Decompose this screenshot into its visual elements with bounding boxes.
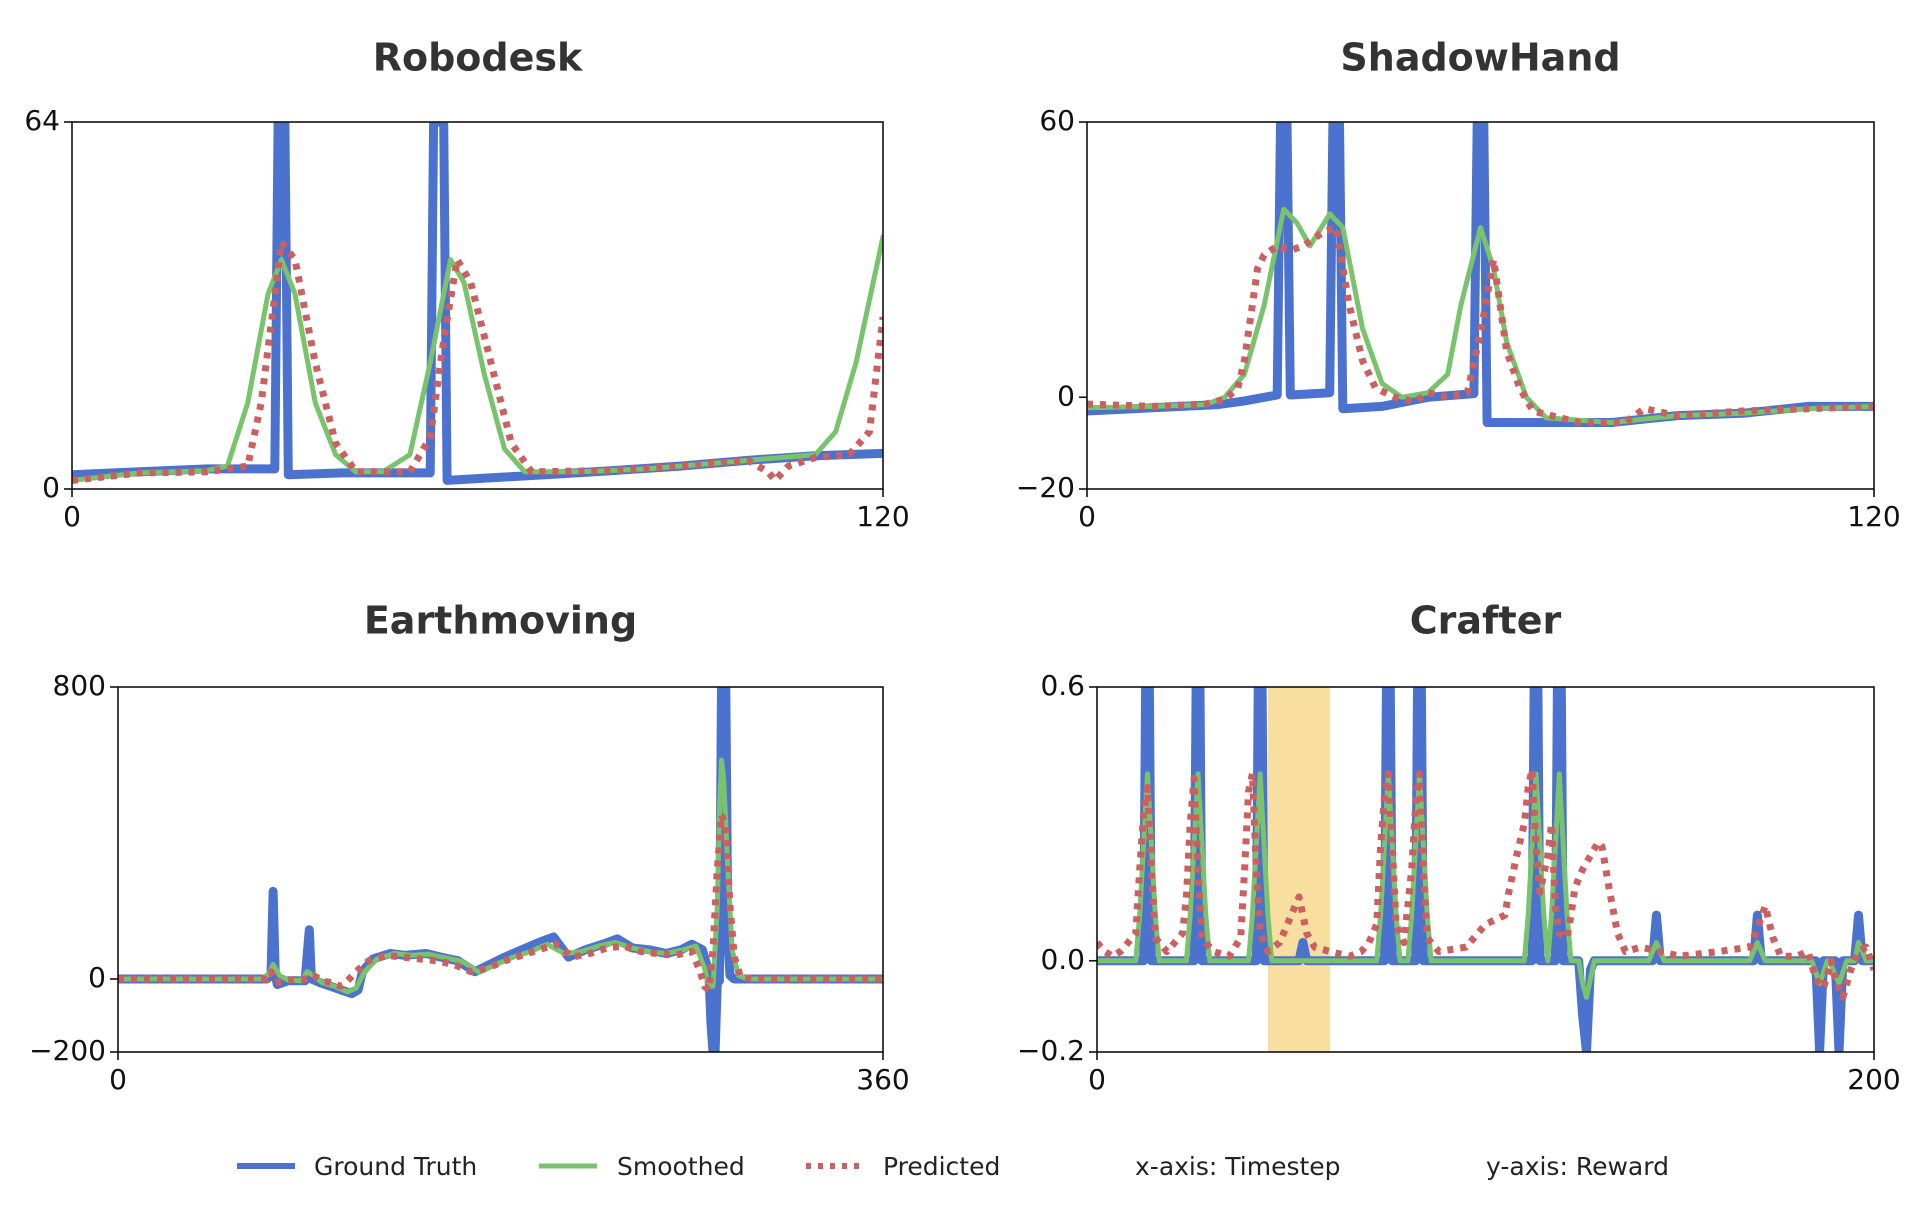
series-line-smoothed	[1097, 771, 1874, 1000]
series-group	[1087, 122, 1874, 427]
y-tick-label: −20	[1016, 471, 1075, 504]
y-tick-label: 0	[1057, 379, 1075, 412]
y-tick-label: −0.2	[1017, 1034, 1085, 1067]
legend-x-axis-note: x-axis: Timestep	[1135, 1152, 1341, 1181]
chart-robodesk: Robodesk 0 120 0 64	[24, 36, 909, 534]
chart-title: Crafter	[1410, 599, 1562, 643]
y-tick-label: 60	[1039, 104, 1075, 137]
chart-title: Earthmoving	[364, 599, 637, 643]
y-tick-label: 800	[53, 669, 106, 702]
highlight-band	[1267, 687, 1331, 1052]
series-line-smoothed	[72, 234, 883, 483]
x-tick-label: 0	[1088, 1063, 1106, 1096]
chart-title: Robodesk	[373, 36, 583, 80]
x-tick-label: 0	[1078, 500, 1096, 533]
series-group	[118, 687, 883, 1052]
series-line-predicted	[1097, 765, 1874, 1001]
x-tick-label: 120	[856, 500, 909, 533]
series-line-predicted	[1087, 224, 1874, 426]
series-line-ground-truth	[118, 687, 883, 1052]
plot-frame	[1096, 686, 1875, 1053]
series-line-predicted	[118, 811, 883, 994]
legend-label-smoothed: Smoothed	[617, 1152, 745, 1181]
plot-frame	[117, 686, 884, 1053]
series-group	[72, 122, 883, 485]
y-tick-label: 0	[42, 471, 60, 504]
legend-label-predicted: Predicted	[883, 1152, 1000, 1181]
x-tick-label: 200	[1847, 1063, 1900, 1096]
y-tick-label: 0	[88, 961, 106, 994]
y-tick-label: 0.6	[1040, 669, 1085, 702]
plot-frame	[1086, 121, 1875, 490]
legend: Ground Truth Smoothed Predicted x-axis: …	[237, 1152, 1669, 1181]
chart-crafter: Crafter 0 200 −0.2 0.0 0.6	[1017, 599, 1901, 1097]
series-line-ground-truth	[1087, 122, 1874, 427]
series-line-predicted	[72, 238, 883, 484]
legend-label-ground-truth: Ground Truth	[314, 1152, 477, 1181]
y-tick-label: −200	[29, 1034, 106, 1067]
series-line-ground-truth	[72, 122, 883, 485]
x-tick-label: 0	[109, 1063, 127, 1096]
y-tick-label: 0.0	[1040, 943, 1085, 976]
series-group	[1097, 687, 1874, 1052]
series-line-ground-truth	[1097, 687, 1874, 1052]
x-tick-label: 120	[1847, 500, 1900, 533]
legend-y-axis-note: y-axis: Reward	[1486, 1152, 1669, 1181]
y-tick-label: 64	[24, 104, 60, 137]
chart-title: ShadowHand	[1340, 36, 1620, 80]
x-tick-label: 0	[63, 500, 81, 533]
x-tick-label: 360	[856, 1063, 909, 1096]
plot-frame	[71, 121, 884, 490]
